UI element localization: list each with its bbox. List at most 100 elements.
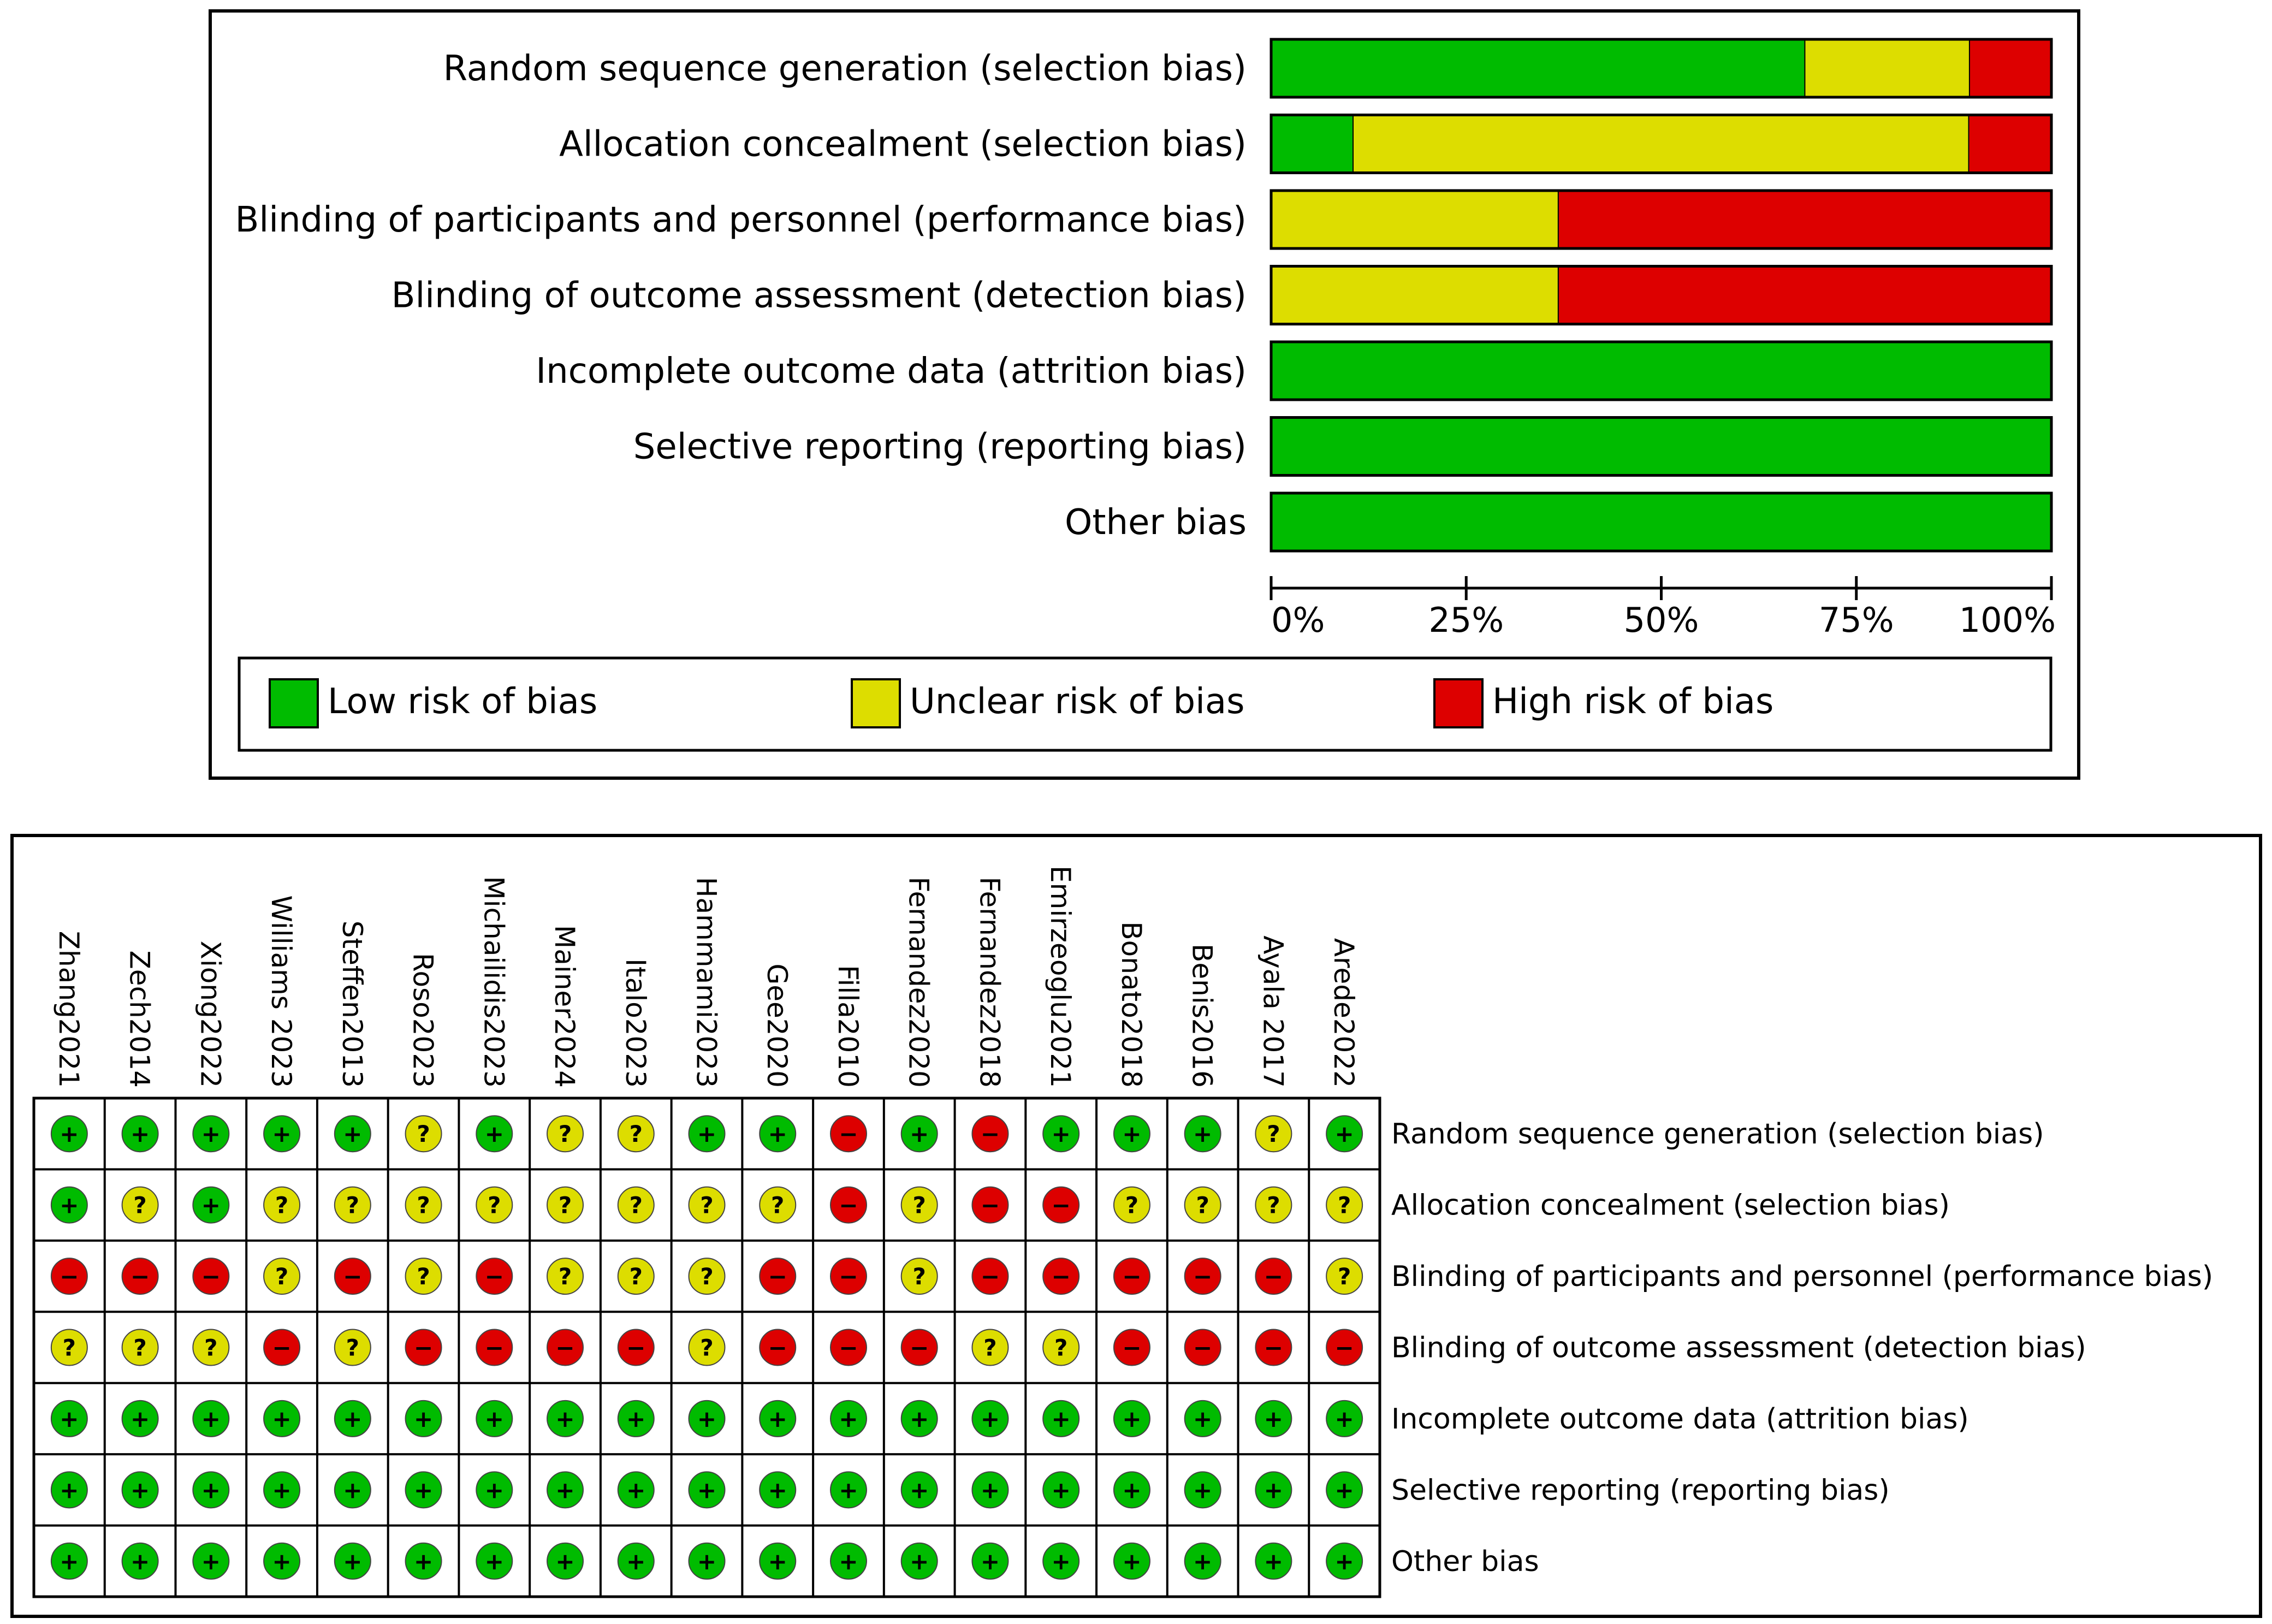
judgement-symbol: + bbox=[1264, 1477, 1283, 1503]
judgement-circle-high bbox=[1113, 1258, 1150, 1295]
legend-label: Unclear risk of bias bbox=[910, 681, 1244, 722]
judgement-symbol: ? bbox=[913, 1263, 926, 1290]
judgement-symbol: + bbox=[485, 1406, 504, 1432]
bar-outline-7 bbox=[1270, 491, 2053, 553]
judgement-circle-low bbox=[405, 1400, 442, 1437]
study-label: Fernandez2018 bbox=[974, 877, 1005, 1088]
judgement-circle-high bbox=[829, 1329, 867, 1366]
judgement-symbol: − bbox=[1052, 1263, 1071, 1290]
judgement-symbol: ? bbox=[700, 1263, 713, 1290]
judgement-symbol: + bbox=[130, 1548, 150, 1575]
judgement-circle-unclear bbox=[1326, 1258, 1363, 1295]
judgement-symbol: ? bbox=[346, 1335, 359, 1361]
domain-label: Blinding of participants and personnel (… bbox=[1391, 1260, 2213, 1293]
judgement-symbol: + bbox=[343, 1548, 362, 1575]
judgement-symbol: − bbox=[981, 1192, 1000, 1219]
judgement-symbol: + bbox=[697, 1121, 716, 1147]
judgement-symbol: − bbox=[1264, 1335, 1283, 1361]
judgement-circle-unclear bbox=[1255, 1115, 1292, 1153]
judgement-circle-low bbox=[121, 1542, 159, 1580]
judgement-circle-high bbox=[405, 1329, 442, 1366]
judgement-symbol: + bbox=[1052, 1121, 1071, 1147]
judgement-symbol: + bbox=[768, 1548, 787, 1575]
judgement-circle-high bbox=[617, 1329, 655, 1366]
judgement-circle-high bbox=[263, 1329, 301, 1366]
judgement-symbol: ? bbox=[1267, 1121, 1280, 1147]
judgement-symbol: − bbox=[1335, 1335, 1354, 1361]
judgement-circle-low bbox=[334, 1115, 371, 1153]
judgement-circle-unclear bbox=[617, 1186, 655, 1224]
study-label: Filla2010 bbox=[832, 965, 864, 1088]
legend-swatch-unclear-risk-of-bias bbox=[851, 678, 901, 728]
study-label: Italo2023 bbox=[620, 958, 651, 1088]
judgement-symbol: − bbox=[343, 1263, 362, 1290]
judgement-symbol: + bbox=[130, 1406, 150, 1432]
judgement-symbol: + bbox=[414, 1477, 433, 1503]
judgement-circle-low bbox=[50, 1115, 88, 1153]
judgement-symbol: + bbox=[485, 1121, 504, 1147]
legend-label: High risk of bias bbox=[1492, 681, 1773, 722]
judgement-symbol: ? bbox=[913, 1192, 926, 1219]
judgement-symbol: + bbox=[910, 1477, 929, 1503]
judgement-symbol: + bbox=[910, 1406, 929, 1432]
judgement-symbol: + bbox=[981, 1477, 1000, 1503]
judgement-circle-high bbox=[1255, 1258, 1292, 1295]
judgement-circle-high bbox=[759, 1329, 797, 1366]
judgement-circle-unclear bbox=[547, 1258, 584, 1295]
judgement-symbol: ? bbox=[417, 1263, 430, 1290]
judgement-symbol: + bbox=[768, 1406, 787, 1432]
judgement-circle-low bbox=[263, 1400, 301, 1437]
judgement-circle-low bbox=[1113, 1115, 1150, 1153]
judgement-symbol: + bbox=[1193, 1121, 1212, 1147]
judgement-symbol: + bbox=[555, 1477, 574, 1503]
bar-outline-1 bbox=[1270, 38, 2053, 99]
judgement-symbol: + bbox=[60, 1548, 79, 1575]
judgement-symbol: + bbox=[1052, 1548, 1071, 1575]
judgement-symbol: + bbox=[839, 1406, 858, 1432]
judgement-circle-low bbox=[121, 1471, 159, 1509]
study-label: Williams 2023 bbox=[265, 896, 297, 1088]
study-label: Ayala 2017 bbox=[1257, 935, 1289, 1088]
judgement-circle-low bbox=[1326, 1400, 1363, 1437]
judgement-symbol: − bbox=[1122, 1335, 1141, 1361]
judgement-circle-low bbox=[121, 1400, 159, 1437]
judgement-circle-unclear bbox=[900, 1258, 938, 1295]
judgement-circle-unclear bbox=[759, 1186, 797, 1224]
judgement-circle-low bbox=[192, 1115, 230, 1153]
judgement-symbol: + bbox=[414, 1406, 433, 1432]
judgement-circle-high bbox=[1326, 1329, 1363, 1366]
judgement-circle-low bbox=[688, 1542, 726, 1580]
judgement-symbol: ? bbox=[1196, 1192, 1209, 1219]
judgement-symbol: ? bbox=[275, 1192, 288, 1219]
judgement-circle-low bbox=[1042, 1400, 1080, 1437]
judgement-circle-high bbox=[1184, 1258, 1221, 1295]
bar-segment-high-risk-of-bias-1 bbox=[1968, 39, 2052, 98]
judgement-symbol: ? bbox=[1267, 1192, 1280, 1219]
judgement-symbol: ? bbox=[417, 1121, 430, 1147]
judgement-symbol: − bbox=[910, 1335, 929, 1361]
judgement-circle-low bbox=[759, 1471, 797, 1509]
judgement-circle-low bbox=[971, 1471, 1009, 1509]
judgement-circle-unclear bbox=[971, 1329, 1009, 1366]
judgement-symbol: ? bbox=[488, 1192, 501, 1219]
judgement-circle-low bbox=[476, 1542, 513, 1580]
judgement-circle-unclear bbox=[688, 1329, 726, 1366]
bar-outline-3 bbox=[1270, 189, 2053, 250]
judgement-symbol: − bbox=[1122, 1263, 1141, 1290]
judgement-symbol: ? bbox=[771, 1192, 784, 1219]
judgement-symbol: ? bbox=[700, 1335, 713, 1361]
study-label: Steffen2013 bbox=[336, 921, 368, 1088]
judgement-symbol: + bbox=[1335, 1477, 1354, 1503]
judgement-symbol: − bbox=[768, 1263, 787, 1290]
judgement-circle-high bbox=[1042, 1186, 1080, 1224]
judgement-circle-low bbox=[334, 1471, 371, 1509]
judgement-symbol: − bbox=[555, 1335, 574, 1361]
judgement-symbol: + bbox=[201, 1548, 221, 1575]
bar-segment-low-risk-of-bias-2 bbox=[1271, 114, 1354, 174]
judgement-symbol: ? bbox=[133, 1192, 146, 1219]
judgement-circle-unclear bbox=[1326, 1186, 1363, 1224]
judgement-symbol: − bbox=[272, 1335, 291, 1361]
category-label: Blinding of outcome assessment (detectio… bbox=[391, 276, 1247, 316]
judgement-symbol: ? bbox=[204, 1335, 217, 1361]
